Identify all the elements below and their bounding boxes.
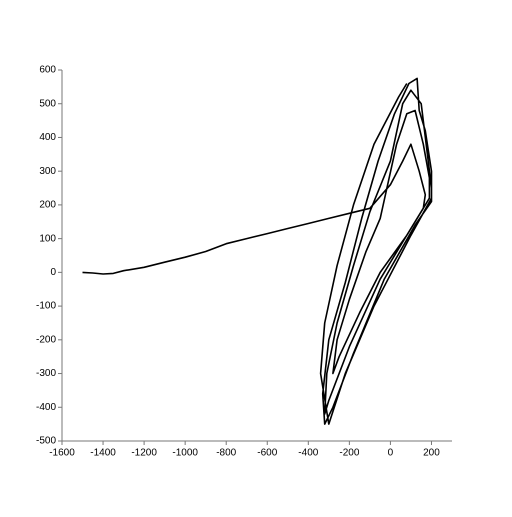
x-tick-label: -1400 [90,448,116,459]
x-tick-label: -1600 [49,448,75,459]
y-tick-label: 300 [39,166,56,177]
y-tick-label: -100 [36,301,56,312]
y-tick-label: 400 [39,132,56,143]
y-tick-label: -300 [36,368,56,379]
y-tick-label: 500 [39,98,56,109]
x-tick-label: -600 [257,448,277,459]
y-tick-label: -200 [36,334,56,345]
data-line [82,77,433,425]
x-tick-label: -200 [339,448,359,459]
y-tick-label: 200 [39,200,56,211]
x-tick-label: 0 [388,448,394,459]
x-tick-label: -400 [298,448,318,459]
y-tick-label: -500 [36,436,56,447]
y-tick-label: 600 [39,65,56,76]
x-tick-label: -800 [216,448,236,459]
x-tick-label: -1200 [131,448,157,459]
y-tick-label: 0 [50,267,56,278]
y-tick-label: 100 [39,233,56,244]
y-tick-label: -400 [36,402,56,413]
x-tick-label: -1000 [172,448,198,459]
x-tick-label: 200 [423,448,440,459]
